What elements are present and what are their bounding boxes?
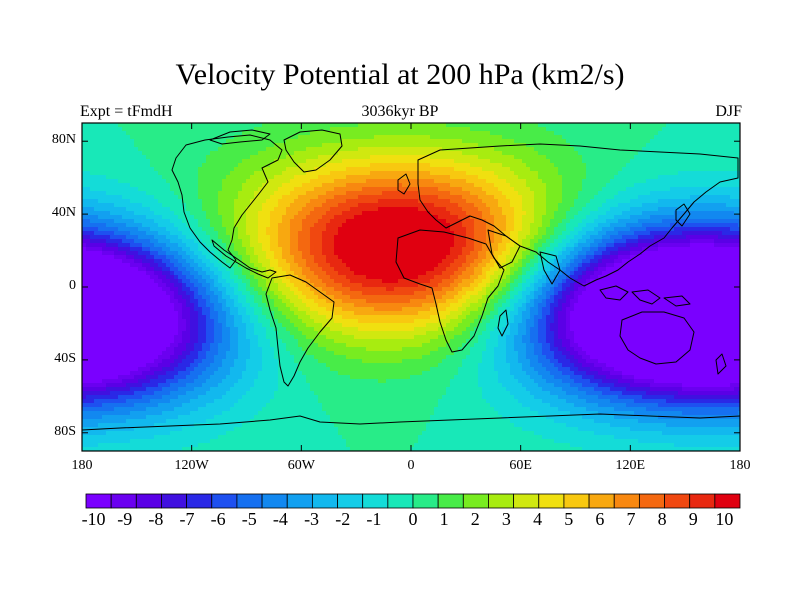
colorbar-label: 8	[657, 509, 667, 529]
colorbar-label: -7	[179, 509, 195, 529]
time-label: 3036kyr BP	[361, 103, 439, 120]
colorbar-label: 10	[715, 509, 734, 529]
velocity-potential-field	[82, 123, 740, 451]
colorbar-box	[538, 493, 565, 509]
coastline-antarctica	[82, 413, 740, 431]
coastline-arctic-islands	[209, 129, 271, 145]
colorbar-box	[362, 493, 389, 509]
colorbar-label: 1	[439, 509, 449, 529]
lon-tick-label: 180	[71, 458, 93, 473]
coastline-arabia-india	[487, 229, 561, 285]
coastline-north-america	[171, 134, 283, 269]
colorbar-box	[462, 493, 489, 509]
colorbar-box	[638, 493, 665, 509]
coastline-australia	[619, 311, 695, 365]
lon-tick-label: 120E	[615, 458, 646, 473]
colorbar-label: -3	[304, 509, 320, 529]
colorbar-box	[211, 493, 238, 509]
coastline-south-america	[265, 274, 335, 387]
colorbar-box	[437, 493, 464, 509]
colorbar-box	[236, 493, 263, 509]
colorbar-box	[613, 493, 640, 509]
colorbar-label: 0	[408, 509, 418, 529]
colorbar-label: -5	[241, 509, 257, 529]
colorbar-label: -2	[335, 509, 351, 529]
coastline-greenland	[283, 129, 343, 173]
colorbar-label: 5	[564, 509, 574, 529]
coastline-japan	[675, 203, 691, 227]
season-label: DJF	[715, 103, 742, 120]
colorbar-label: -1	[366, 509, 382, 529]
colorbar-label: 6	[595, 509, 605, 529]
colorbar-box	[387, 493, 414, 509]
coastline-maritime-continent	[599, 285, 691, 307]
colorbar-box	[488, 493, 515, 509]
lat-tick-label: 40N	[51, 205, 76, 221]
lat-tick-label: 80S	[54, 423, 76, 439]
colorbar-label: 7	[626, 509, 636, 529]
colorbar-box	[286, 493, 313, 509]
lat-tick-label: 80N	[51, 132, 76, 148]
colorbar-box	[261, 493, 288, 509]
coastline-madagascar	[497, 309, 509, 337]
axis-ticks	[81, 123, 741, 451]
coastline-british-isles	[397, 173, 411, 195]
colorbar-label: -6	[210, 509, 226, 529]
colorbar-label: 2	[470, 509, 480, 529]
colorbar-box	[563, 493, 590, 509]
coastline-africa	[395, 229, 505, 353]
colorbar	[85, 493, 741, 509]
lon-tick-label: 60W	[287, 458, 315, 473]
map-title: Velocity Potential at 200 hPa (km2/s)	[175, 58, 625, 91]
colorbar-box	[714, 493, 741, 509]
coastline-mexico	[211, 239, 277, 279]
colorbar-label: 9	[688, 509, 698, 529]
lon-tick-label: 60E	[509, 458, 532, 473]
colorbar-box	[186, 493, 213, 509]
lat-tick-label: 0	[69, 278, 76, 293]
colorbar-box	[161, 493, 188, 509]
colorbar-box	[85, 493, 112, 509]
colorbar-box	[110, 493, 137, 509]
colorbar-label: -9	[117, 509, 133, 529]
colorbar-box	[337, 493, 364, 509]
coastline-eurasia	[417, 143, 739, 287]
colorbar-label: 4	[533, 509, 543, 529]
lon-tick-label: 120W	[174, 458, 209, 473]
colorbar-box	[135, 493, 162, 509]
coastline-new-zealand	[715, 353, 727, 375]
colorbar-label: 3	[501, 509, 511, 529]
colorbar-box	[588, 493, 615, 509]
colorbar-box	[311, 493, 338, 509]
colorbar-label: -4	[272, 509, 288, 529]
lon-tick-label: 0	[407, 458, 415, 473]
colorbar-label: -8	[148, 509, 164, 529]
colorbar-box	[412, 493, 439, 509]
colorbar-label: -10	[81, 509, 106, 529]
colorbar-box	[689, 493, 716, 509]
lon-tick-label: 180	[729, 458, 751, 473]
colorbar-box	[664, 493, 691, 509]
coastlines	[82, 129, 740, 431]
experiment-label: Expt = tFmdH	[80, 103, 173, 120]
colorbar-box	[513, 493, 540, 509]
lat-tick-label: 40S	[54, 350, 76, 366]
